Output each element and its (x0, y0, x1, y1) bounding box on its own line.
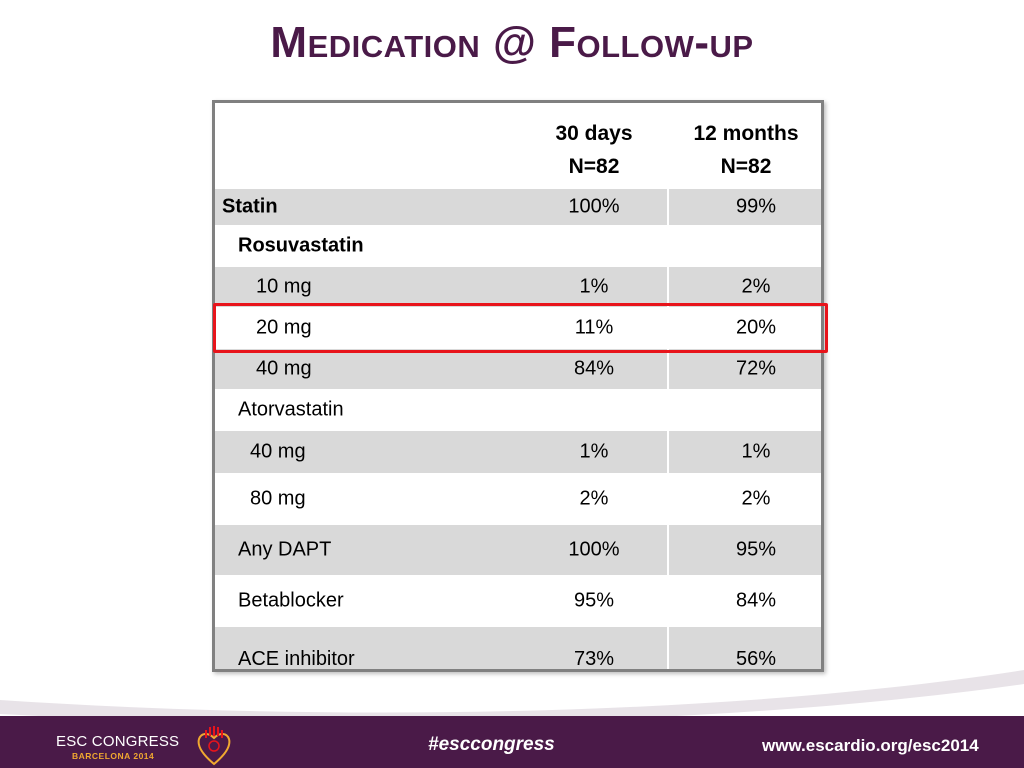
hashtag: #esccongress (428, 734, 555, 755)
col-header-12-months-n: N=82 (720, 155, 772, 178)
row-value-12-months: 72% (735, 357, 777, 380)
table-row: Any DAPT 100% 95% (215, 525, 821, 575)
row-label: Rosuvastatin (238, 234, 364, 257)
table-row: 80 mg 2% 2% (215, 473, 821, 525)
page-title: Medication @ Follow-up (270, 18, 754, 67)
row-value-12-months: 84% (735, 589, 777, 612)
col-header-12-months-label: 12 months (693, 122, 799, 145)
table-header-row: 30 days N=82 12 months N=82 (215, 103, 821, 189)
row-label: 40 mg (250, 440, 306, 463)
footer-url: www.escardio.org/esc2014 (762, 736, 979, 755)
row-label: ACE inhibitor (238, 648, 355, 670)
row-value-30-days: 1% (579, 440, 609, 463)
table-row: 20 mg 11% 20% (215, 307, 821, 349)
row-value-30-days: 84% (573, 357, 615, 380)
table-row: 40 mg 1% 1% (215, 431, 821, 473)
table-row: Atorvastatin (215, 389, 821, 431)
row-label: Any DAPT (238, 538, 332, 561)
row-label: 20 mg (256, 316, 312, 339)
row-value-30-days: 11% (574, 316, 614, 339)
row-label: 40 mg (256, 357, 312, 380)
esc-congress-location: BARCELONA 2014 (72, 751, 155, 761)
table-row: 10 mg 1% 2% (215, 267, 821, 307)
col-header-12-months: 12 months N=82 (671, 117, 821, 183)
col-header-30-days-n: N=82 (568, 155, 620, 178)
row-value-30-days: 100% (568, 538, 620, 561)
heart-emblem-icon (197, 726, 231, 766)
row-value-12-months: 2% (741, 275, 771, 298)
row-value-12-months: 2% (741, 487, 771, 510)
table-row: 40 mg 84% 72% (215, 349, 821, 389)
row-value-30-days: 100% (568, 195, 620, 218)
row-value-30-days: 73% (573, 648, 615, 670)
row-value-12-months: 20% (735, 316, 777, 339)
col-header-30-days: 30 days N=82 (535, 117, 653, 183)
row-value-12-months: 1% (741, 440, 771, 463)
row-value-12-months: 95% (735, 538, 777, 561)
col-header-30-days-label: 30 days (555, 122, 633, 145)
row-label: Atorvastatin (238, 398, 344, 421)
footer-bar (0, 716, 1024, 768)
row-value-12-months: 56% (735, 648, 777, 670)
row-value-30-days: 2% (579, 487, 609, 510)
highlight-box-20mg (213, 303, 828, 353)
table-row: Statin 100% 99% (215, 189, 821, 225)
row-value-30-days: 95% (573, 589, 615, 612)
row-label: Statin (222, 195, 278, 218)
row-value-12-months: 99% (735, 195, 777, 218)
table-row: ACE inhibitor 73% 56% (215, 627, 821, 670)
table-row: Rosuvastatin (215, 225, 821, 267)
table-row: Betablocker 95% 84% (215, 575, 821, 627)
medication-table: 30 days N=82 12 months N=82 Statin 100% … (212, 100, 824, 672)
row-value-30-days: 1% (579, 275, 609, 298)
row-label: Betablocker (238, 589, 344, 612)
esc-congress-logo: ESC CONGRESS (56, 733, 180, 750)
row-label: 10 mg (256, 275, 312, 298)
row-label: 80 mg (250, 487, 306, 510)
